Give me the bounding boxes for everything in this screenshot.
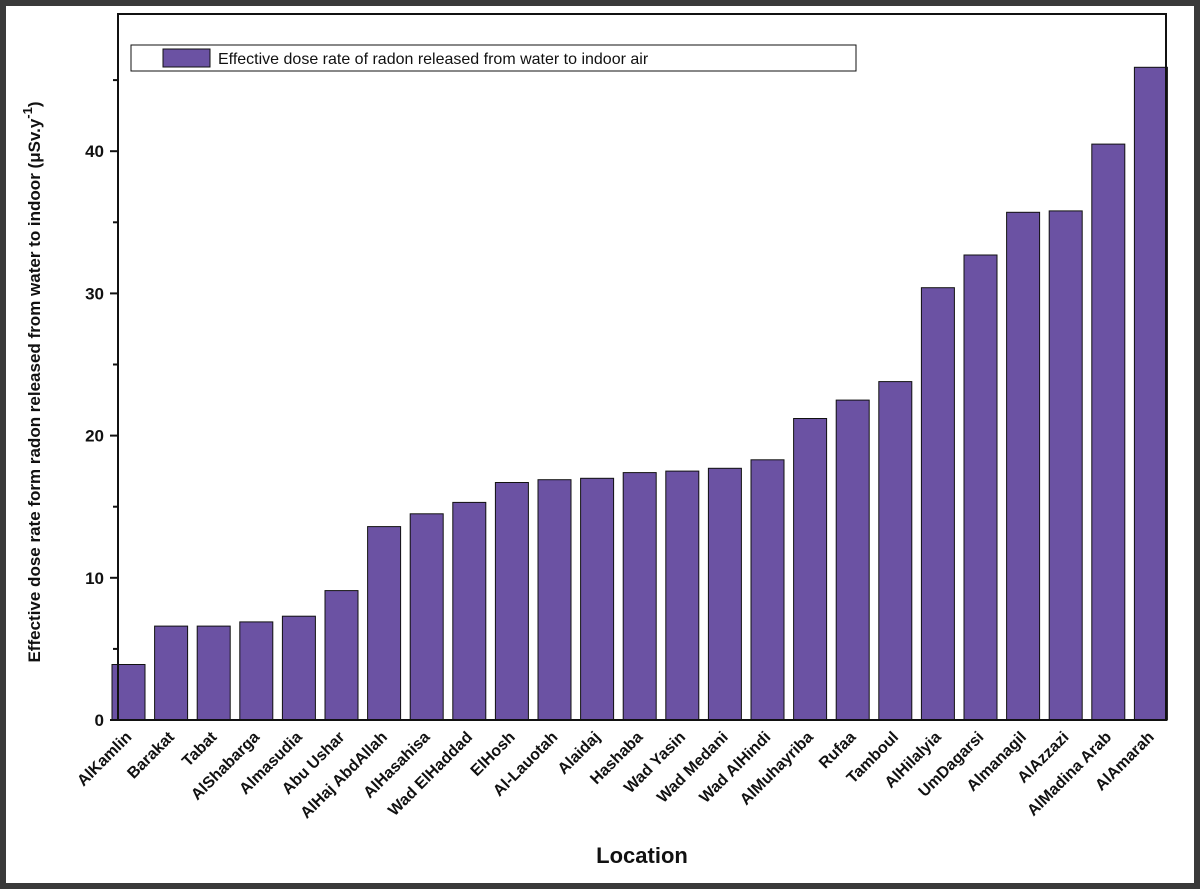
x-axis-title: Location — [596, 843, 688, 868]
y-tick-label: 40 — [85, 142, 104, 161]
bar-tamboul — [878, 381, 913, 721]
y-axis-ticks: 0 10 20 30 40 — [85, 79, 118, 730]
y-tick-label: 10 — [85, 569, 104, 588]
bar-abu-ushar — [324, 590, 359, 721]
bar-alamarah — [1133, 66, 1168, 721]
y-tick-label: 0 — [95, 711, 104, 730]
legend-label: Effective dose rate of radon released fr… — [218, 51, 649, 68]
bar-umdagarsi — [963, 254, 998, 721]
bar-almuhayriba — [793, 418, 828, 721]
x-tick-label: Barakat — [124, 728, 178, 782]
bar-alkamlin — [111, 664, 146, 721]
bar-almasudia — [281, 615, 316, 721]
bar-tabat — [196, 625, 231, 721]
legend: Effective dose rate of radon released fr… — [130, 44, 857, 72]
legend-box — [130, 44, 857, 72]
y-axis-title: Effective dose rate form radon released … — [20, 101, 44, 662]
bar-alshabarga — [239, 621, 274, 721]
bar-alhilalyia — [920, 287, 955, 721]
bar-wad-elhaddad — [452, 501, 487, 721]
legend-swatch — [162, 48, 211, 68]
bar-almadina-arab — [1091, 143, 1126, 721]
bar-alazzazi — [1048, 210, 1083, 721]
bar-rufaa — [835, 399, 870, 721]
bar-almanagil — [1006, 211, 1041, 721]
x-tick-label: AlKamlin — [74, 729, 135, 790]
bar-al-lauotah — [537, 479, 572, 721]
bar-wad-medani — [707, 467, 742, 721]
y-tick-label: 20 — [85, 427, 104, 446]
bar-barakat — [154, 625, 189, 721]
chart-frame: 0 10 20 30 40 AlKamlin Barakat Tabat AlShabarga… — [6, 6, 1194, 883]
bar-alhasahisa — [409, 513, 444, 721]
y-axis-title-main: Effective dose rate form radon released … — [25, 118, 44, 662]
y-axis-title-superscript: -1 — [20, 107, 35, 119]
bar-wad-alhindi — [750, 459, 785, 721]
bar-alaidaj — [580, 477, 615, 721]
bar-hashaba — [622, 472, 657, 721]
bar-alhaj-abdallah — [367, 526, 402, 721]
bar-elhosh — [494, 482, 529, 721]
bars-group — [111, 66, 1168, 721]
y-axis-title-suffix: ) — [25, 101, 44, 107]
bar-wad-yasin — [665, 470, 700, 721]
y-tick-label: 30 — [85, 284, 104, 303]
plot-area-border — [117, 13, 1167, 721]
